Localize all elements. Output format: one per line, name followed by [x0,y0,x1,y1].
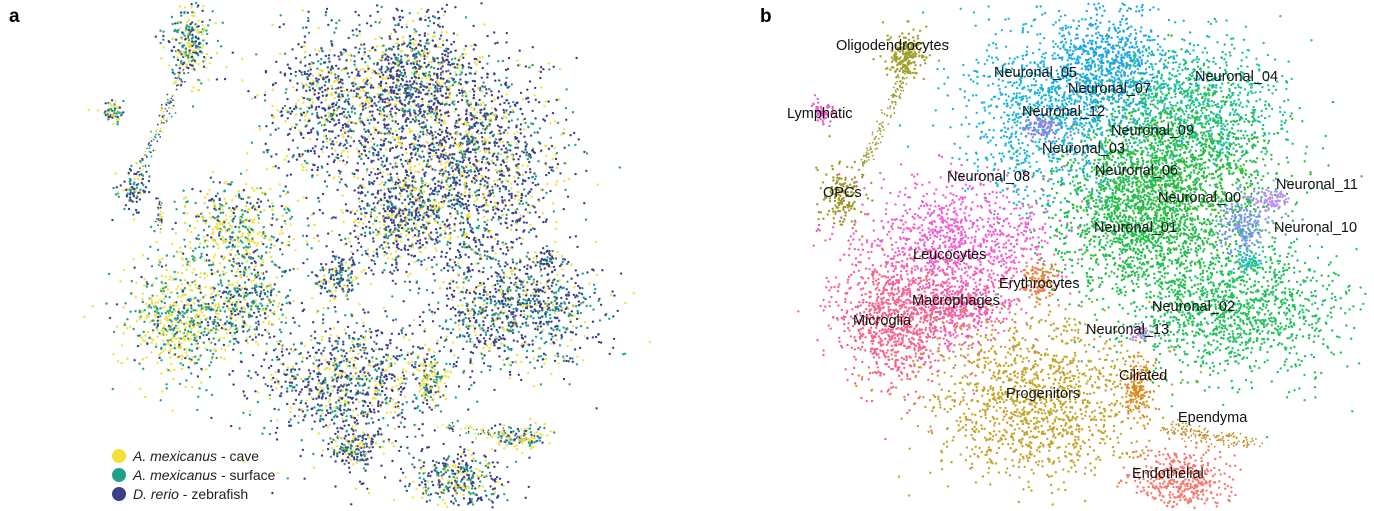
cluster-label: Neuronal_12 [1022,104,1105,120]
cluster-label: OPCs [823,185,862,201]
legend-item-cave: A. mexicanus - cave [112,446,275,465]
cluster-label: Neuronal_01 [1094,220,1177,236]
cluster-label: Neuronal_06 [1095,163,1178,179]
cluster-label: Neuronal_10 [1274,220,1357,236]
cluster-label: Endothelial [1132,466,1204,482]
filled-circle-icon [112,486,126,501]
species-legend: A. mexicanus - cave A. mexicanus - surfa… [112,446,275,503]
cluster-label: Neuronal_04 [1195,69,1278,85]
cluster-label: Neuronal_00 [1158,190,1241,206]
legend-species: A. mexicanus [133,467,217,483]
cluster-label: Neuronal_07 [1068,81,1151,97]
cluster-label: Neuronal_13 [1086,322,1169,338]
cluster-label: Progenitors [1006,386,1080,402]
cluster-label: Neuronal_02 [1152,299,1235,315]
panel-b-letter: b [760,6,772,28]
filled-circle-icon [112,448,126,463]
legend-item-zebrafish: D. rerio - zebrafish [112,484,275,503]
cluster-label: Leucocytes [913,247,986,263]
cluster-label: Oligodendrocytes [836,38,949,54]
legend-group: - surface [221,467,275,483]
cluster-label: Macrophages [912,293,1000,309]
cluster-label: Neuronal_08 [947,169,1030,185]
legend-item-surface: A. mexicanus - surface [112,465,275,484]
panel-b-points [797,2,1367,509]
cluster-label: Erythrocytes [999,276,1080,292]
legend-species: A. mexicanus [133,448,217,464]
cluster-label: Lymphatic [787,106,853,122]
panel-a-points [83,1,651,509]
cluster-label: Neuronal_05 [994,65,1077,81]
legend-species: D. rerio [133,486,179,502]
cluster-label: Ependyma [1178,410,1247,426]
legend-group: - cave [221,448,259,464]
legend-group: - zebrafish [183,486,248,502]
cluster-label: Microglia [853,313,911,329]
cluster-label: Ciliated [1119,368,1167,384]
cluster-label: Neuronal_03 [1042,141,1125,157]
cluster-label: Neuronal_11 [1276,177,1358,193]
panel-a-letter: a [9,6,20,28]
filled-circle-icon [112,467,126,482]
cluster-label: Neuronal_09 [1111,123,1194,139]
